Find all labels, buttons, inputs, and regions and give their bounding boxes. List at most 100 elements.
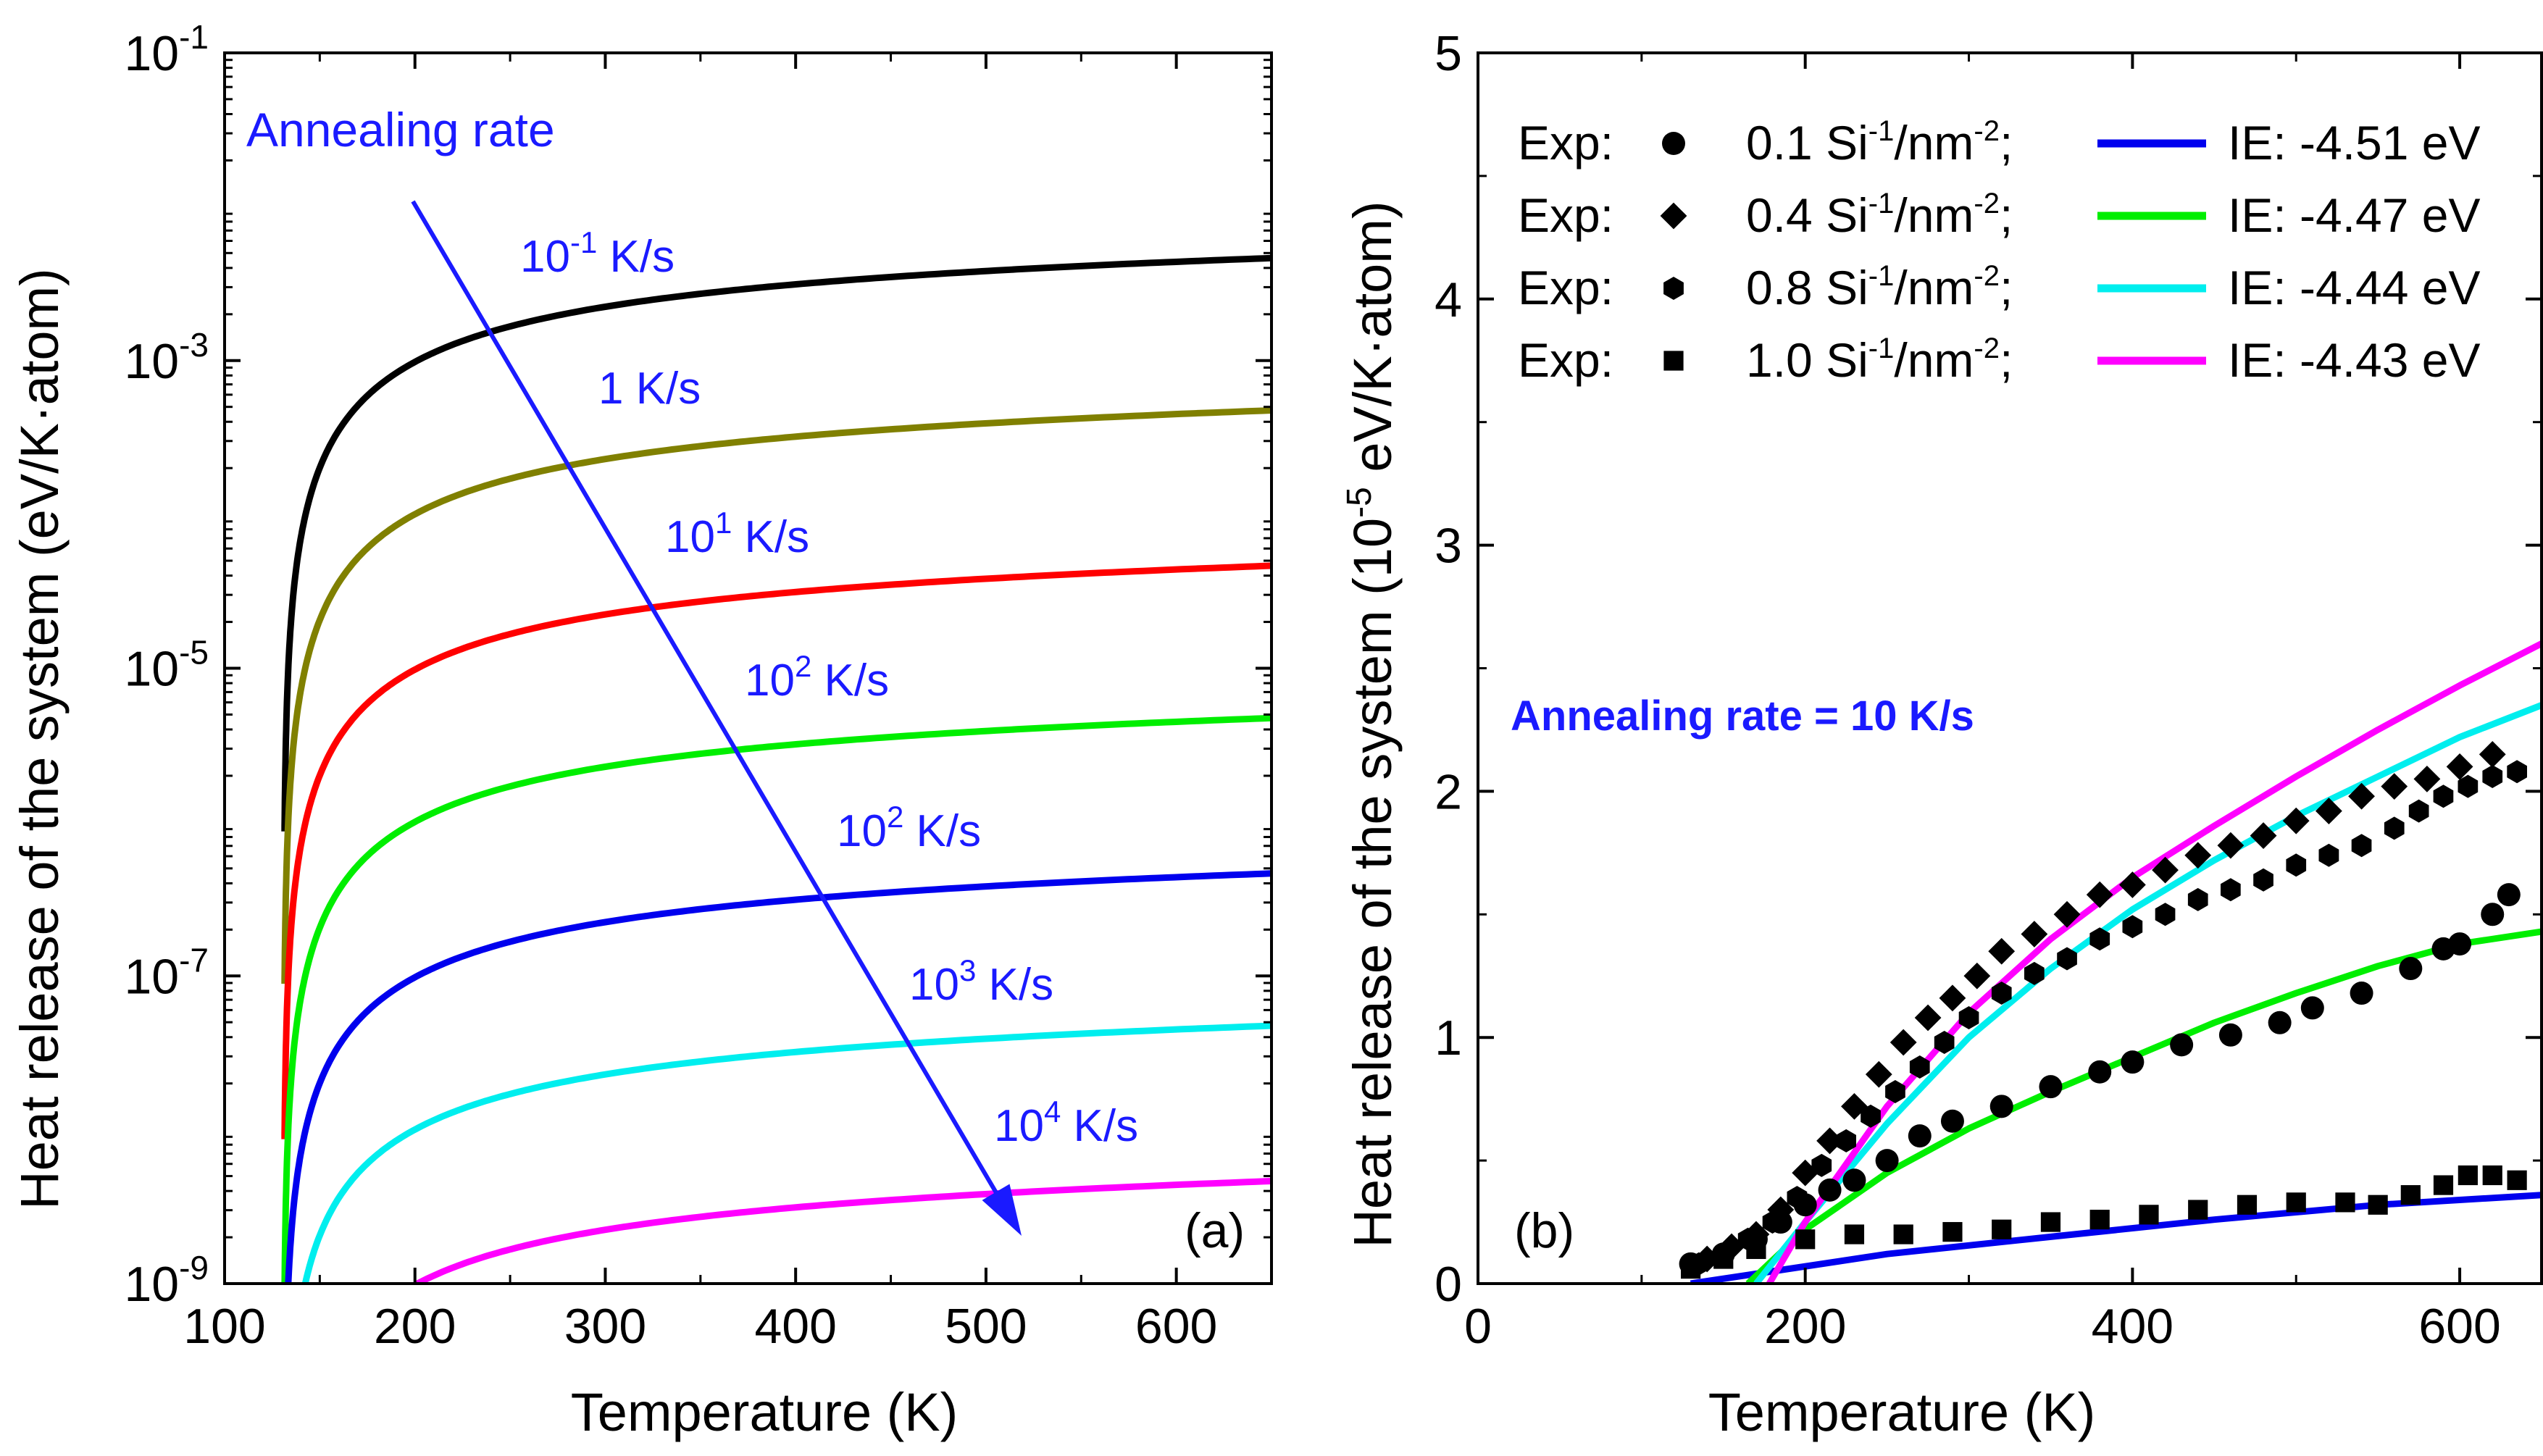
series-label-base: 10 xyxy=(520,232,570,282)
y-tick-exp: -5 xyxy=(179,634,209,671)
y-tick-label: 10-3 xyxy=(124,326,209,389)
x-tick-label: 600 xyxy=(2418,1299,2500,1354)
legend-concentration: 1.0 Si-1/nm-2; xyxy=(1746,332,2013,387)
exp-point-diamond xyxy=(1816,1127,1843,1155)
exp-point-square xyxy=(1795,1229,1816,1250)
y-tick-label: 10-9 xyxy=(124,1249,209,1312)
series-label-3: 101 K/s xyxy=(665,506,809,562)
legend-exp-label: Exp: xyxy=(1518,116,1613,170)
exp-point-square xyxy=(2040,1212,2061,1232)
exp-point-diamond xyxy=(1963,962,1991,990)
exp-point-hexagon xyxy=(2089,927,2110,951)
exp-point-hexagon xyxy=(2024,961,2045,985)
series-label-unit: K/s xyxy=(597,232,675,282)
exp-point-square xyxy=(2368,1194,2388,1215)
series-line-3 xyxy=(281,562,1272,1139)
panel-a-y-tick-labels: 10-110-310-510-710-9 xyxy=(124,18,209,1312)
exp-point-hexagon xyxy=(2458,774,2479,798)
legend-fit-label: IE: -4.51 eV xyxy=(2228,116,2481,170)
panel-a-x-axis-title: Temperature (K) xyxy=(571,1382,959,1442)
legend-tail: ; xyxy=(2000,333,2013,387)
exp-point-diamond xyxy=(2282,807,2310,834)
legend-fit-label: IE: -4.44 eV xyxy=(2228,261,2481,314)
exp-point-hexagon xyxy=(1861,1104,1881,1128)
series-label-unit: K/s xyxy=(1061,1101,1138,1151)
exp-point-hexagon xyxy=(1836,1129,1856,1152)
exp-point-hexagon xyxy=(1885,1080,1905,1103)
series-label-exp: 2 xyxy=(795,649,811,683)
exp-point-hexagon xyxy=(1762,1210,1783,1234)
exp-point-diamond xyxy=(2021,921,2048,947)
series-line-6 xyxy=(301,1022,1272,1284)
legend-exp-label: Exp: xyxy=(1518,333,1613,387)
annealing-rate-arrow xyxy=(411,200,1002,1200)
legend-conc: 1.0 Si xyxy=(1746,333,1868,387)
panel-a-x-tick-labels: 100 200 300 400 500 600 xyxy=(183,1299,1217,1354)
exp-point-square xyxy=(2507,1170,2527,1190)
exp-point-circle xyxy=(2497,883,2521,907)
exp-point-diamond xyxy=(2479,741,2506,768)
exp-point-square xyxy=(1893,1224,1913,1244)
x-tick-label: 600 xyxy=(1135,1299,1217,1354)
exp-point-hexagon xyxy=(1934,1031,1955,1054)
exp-point-square xyxy=(1746,1239,1766,1260)
exp-point-circle xyxy=(2268,1011,2292,1034)
series-label-exp: 4 xyxy=(1044,1095,1061,1129)
exp-point-circle xyxy=(1908,1124,1932,1148)
exp-point-square xyxy=(2335,1192,2355,1213)
x-tick-label: 300 xyxy=(564,1299,646,1354)
legend-exp-2: -2 xyxy=(1974,115,2000,147)
legend-concentration: 0.8 Si-1/nm-2; xyxy=(1746,260,2013,314)
panel-b-experimental-points xyxy=(1679,741,2527,1279)
panel-b-label: (b) xyxy=(1514,1203,1574,1258)
series-label-5: 102 K/s xyxy=(837,800,981,856)
panel-a-ticks xyxy=(223,51,1272,1285)
exp-point-square xyxy=(2458,1165,2478,1186)
exp-point-hexagon xyxy=(1811,1153,1832,1177)
fit-curve-4 xyxy=(1766,640,2542,1284)
series-line-7 xyxy=(410,1178,1272,1284)
exp-point-diamond xyxy=(2316,798,2342,824)
series-line-5 xyxy=(285,870,1272,1284)
exp-point-diamond xyxy=(1914,1004,1942,1032)
legend-conc: 0.4 Si xyxy=(1746,188,1868,242)
exp-point-circle xyxy=(2039,1075,2063,1099)
exp-point-square xyxy=(1844,1224,1865,1244)
legend-exp-1: -1 xyxy=(1868,188,1895,219)
x-tick-label: 200 xyxy=(1764,1299,1846,1354)
exp-point-circle xyxy=(1818,1178,1842,1202)
exp-point-circle xyxy=(2350,982,2373,1005)
exp-point-diamond xyxy=(2446,753,2473,780)
exp-point-circle xyxy=(2481,903,2505,926)
legend-exp-1: -1 xyxy=(1868,332,1895,364)
exp-point-hexagon xyxy=(2187,887,2208,911)
exp-point-square xyxy=(2139,1205,2159,1225)
series-label-base: 10 xyxy=(837,806,887,856)
y-tick-label: 10-1 xyxy=(124,18,209,81)
exp-point-square xyxy=(1942,1222,1963,1242)
exp-point-circle xyxy=(2121,1050,2145,1074)
legend-exp-2: -2 xyxy=(1974,260,2000,292)
legend-fit-label: IE: -4.43 eV xyxy=(2228,333,2481,387)
legend-exp-2: -2 xyxy=(1974,188,2000,219)
x-tick-label: 200 xyxy=(374,1299,456,1354)
legend-marker-diamond xyxy=(1660,202,1687,230)
y-tick-exp: -3 xyxy=(179,326,209,364)
exp-point-diamond xyxy=(2348,782,2375,810)
series-label-base: 10 xyxy=(665,512,715,562)
legend-tail: ; xyxy=(2000,188,2013,242)
panel-b-x-tick-labels: 0 200 400 600 xyxy=(1464,1299,2501,1354)
series-label-unit: K/s xyxy=(903,806,981,856)
exp-point-diamond xyxy=(1865,1060,1892,1088)
panel-a-curves xyxy=(281,254,1272,1284)
y-tick-label: 5 xyxy=(1435,26,1462,81)
legend-row-3: Exp: 0.8 Si-1/nm-2; IE: -4.44 eV xyxy=(1518,260,2481,314)
panel-a-y-axis-title: Heat release of the system (eV/K·atom) xyxy=(9,268,70,1210)
exp-point-diamond xyxy=(1792,1159,1819,1187)
legend-exp-label: Exp: xyxy=(1518,261,1613,314)
legend-unit: /nm xyxy=(1894,261,1974,314)
legend-unit: /nm xyxy=(1894,116,1974,170)
exp-point-hexagon xyxy=(1787,1186,1808,1210)
y-tick-base: 10 xyxy=(124,26,179,81)
